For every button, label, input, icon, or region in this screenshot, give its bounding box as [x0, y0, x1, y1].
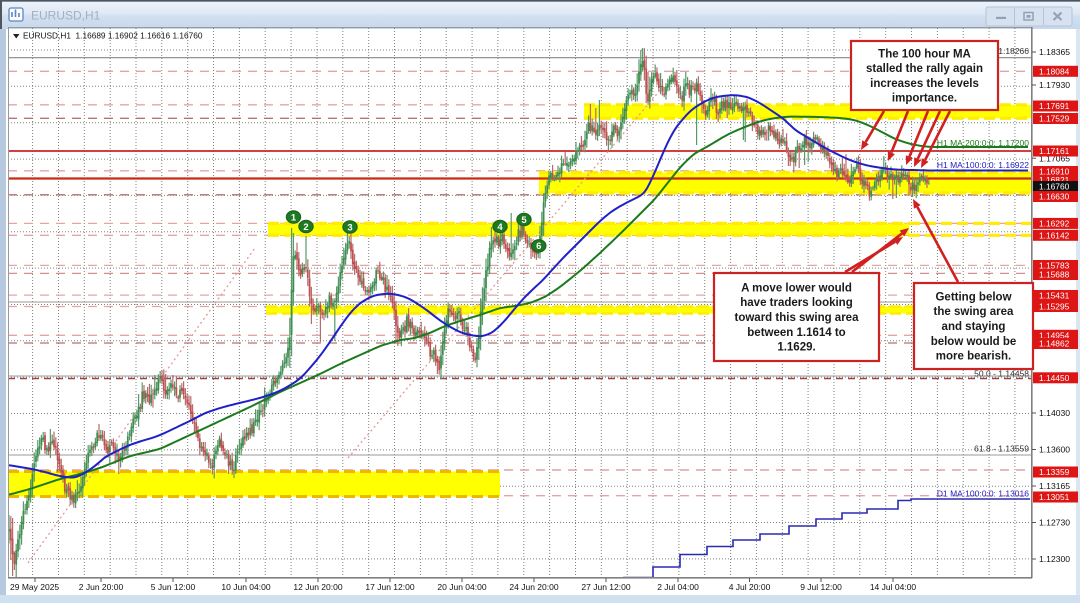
svg-text:1.13165: 1.13165	[1039, 481, 1070, 491]
svg-text:1.17529: 1.17529	[1039, 114, 1070, 124]
svg-text:D1 MA:100:0:0: 1.13016: D1 MA:100:0:0: 1.13016	[937, 489, 1029, 499]
svg-text:10 Jun 04:00: 10 Jun 04:00	[221, 582, 270, 592]
svg-text:2 Jun 20:00: 2 Jun 20:00	[79, 582, 124, 592]
svg-text:The 100 hour MA: The 100 hour MA	[878, 48, 971, 60]
svg-text:1.15783: 1.15783	[1039, 261, 1070, 271]
svg-text:stalled the rally again: stalled the rally again	[866, 63, 983, 75]
svg-text:1.14862: 1.14862	[1039, 339, 1070, 349]
svg-text:12 Jun 20:00: 12 Jun 20:00	[293, 582, 342, 592]
svg-text:4 Jul 20:00: 4 Jul 20:00	[729, 582, 771, 592]
svg-text:2 Jul 04:00: 2 Jul 04:00	[657, 582, 699, 592]
svg-text:have traders looking: have traders looking	[740, 297, 852, 309]
svg-text:61.8 - 1.13559: 61.8 - 1.13559	[974, 444, 1029, 454]
svg-text:17 Jun 12:00: 17 Jun 12:00	[365, 582, 414, 592]
svg-text:1.16910: 1.16910	[1039, 167, 1070, 177]
svg-text:29 May 2025: 29 May 2025	[10, 582, 59, 592]
svg-text:1.16630: 1.16630	[1039, 192, 1070, 202]
svg-text:1.17065: 1.17065	[1039, 153, 1070, 163]
svg-text:between 1.1614 to: between 1.1614 to	[747, 327, 845, 339]
svg-text:1: 1	[291, 212, 297, 223]
svg-text:1.15431: 1.15431	[1039, 291, 1070, 301]
svg-text:14 Jul 04:00: 14 Jul 04:00	[870, 582, 917, 592]
svg-text:more bearish.: more bearish.	[936, 351, 1011, 363]
svg-text:1.13600: 1.13600	[1039, 445, 1070, 455]
svg-text:1.17691: 1.17691	[1039, 101, 1070, 111]
svg-text:1.15295: 1.15295	[1039, 302, 1070, 312]
svg-text:1.17930: 1.17930	[1039, 80, 1070, 90]
svg-text:Getting below: Getting below	[935, 291, 1011, 303]
svg-text:1.16292: 1.16292	[1039, 219, 1070, 229]
svg-text:H1 MA:200:0:0: 1.17200: H1 MA:200:0:0: 1.17200	[937, 138, 1029, 148]
svg-text:2: 2	[303, 222, 308, 233]
svg-text:1.17161: 1.17161	[1039, 146, 1070, 156]
svg-text:0.0 - 1.18266: 0.0 - 1.18266	[979, 46, 1029, 56]
svg-text:A move lower would: A move lower would	[741, 282, 852, 294]
svg-text:1.12300: 1.12300	[1039, 554, 1070, 564]
svg-text:3: 3	[347, 222, 352, 233]
svg-text:1.18084: 1.18084	[1039, 67, 1070, 77]
svg-text:1.12730: 1.12730	[1039, 518, 1070, 528]
svg-text:5 Jun 12:00: 5 Jun 12:00	[151, 582, 196, 592]
svg-text:H1 MA:100:0:0: 1.16922: H1 MA:100:0:0: 1.16922	[937, 160, 1029, 170]
svg-text:5: 5	[521, 215, 527, 226]
svg-text:1.1629.: 1.1629.	[777, 342, 815, 354]
svg-text:1.14030: 1.14030	[1039, 408, 1070, 418]
svg-text:the swing area: the swing area	[934, 306, 1014, 318]
svg-text:and staying: and staying	[942, 321, 1006, 333]
svg-text:1.13359: 1.13359	[1039, 467, 1070, 477]
svg-text:6: 6	[536, 241, 541, 252]
svg-text:24 Jun 20:00: 24 Jun 20:00	[509, 582, 558, 592]
svg-text:1.14450: 1.14450	[1039, 373, 1070, 383]
svg-text:27 Jun 12:00: 27 Jun 12:00	[581, 582, 630, 592]
svg-text:1.16142: 1.16142	[1039, 231, 1070, 241]
svg-text:9 Jul 12:00: 9 Jul 12:00	[800, 582, 842, 592]
svg-text:1.15688: 1.15688	[1039, 270, 1070, 280]
svg-text:1.16760: 1.16760	[1039, 182, 1070, 192]
svg-text:1.18365: 1.18365	[1039, 47, 1070, 57]
svg-text:below would be: below would be	[931, 336, 1017, 348]
svg-text:1.13051: 1.13051	[1039, 492, 1070, 502]
svg-text:EURUSD,H1 1.16689 1.16902 1.1: EURUSD,H1 1.16689 1.16902 1.16616 1.1676…	[23, 31, 203, 41]
svg-text:50.0 - 1.14458: 50.0 - 1.14458	[974, 369, 1029, 379]
svg-text:4: 4	[497, 222, 503, 233]
svg-text:1.16821: 1.16821	[1039, 175, 1070, 185]
svg-text:20 Jun 04:00: 20 Jun 04:00	[437, 582, 486, 592]
svg-text:EURUSD,H1: EURUSD,H1	[31, 9, 101, 23]
svg-text:importance.: importance.	[892, 93, 957, 105]
svg-text:1.14954: 1.14954	[1039, 331, 1070, 341]
svg-text:increases the levels: increases the levels	[870, 78, 979, 90]
svg-text:toward this swing area: toward this swing area	[735, 312, 860, 324]
